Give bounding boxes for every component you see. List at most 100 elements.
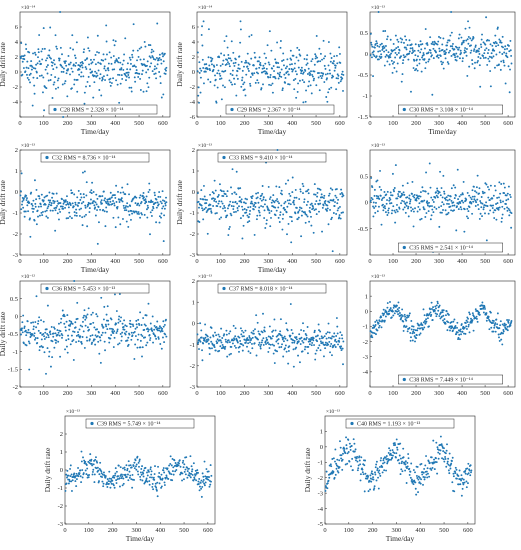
data-point xyxy=(23,210,26,213)
data-point xyxy=(390,316,393,319)
data-point xyxy=(497,208,500,211)
data-point xyxy=(44,331,47,334)
data-point xyxy=(268,343,271,346)
data-point xyxy=(137,55,140,58)
data-point xyxy=(453,209,455,212)
data-point xyxy=(479,57,482,60)
data-point xyxy=(47,205,50,208)
data-point xyxy=(380,199,383,201)
data-point xyxy=(363,490,366,493)
data-point xyxy=(460,43,463,46)
data-point xyxy=(374,473,377,476)
data-point xyxy=(289,303,292,305)
data-point xyxy=(142,58,145,61)
legend: C30 RMS = 3.108 × 10⁻¹⁴ xyxy=(398,104,503,115)
data-point xyxy=(233,337,235,340)
data-point xyxy=(206,335,209,338)
data-point xyxy=(153,73,156,76)
data-point xyxy=(498,38,501,41)
data-point xyxy=(454,194,457,197)
data-point xyxy=(147,206,150,209)
data-point xyxy=(349,448,352,451)
data-point xyxy=(98,89,101,91)
data-point xyxy=(340,454,343,457)
data-point xyxy=(231,342,234,345)
data-point xyxy=(374,205,377,208)
data-point xyxy=(326,487,329,490)
data-point xyxy=(462,481,464,484)
data-point xyxy=(505,52,508,55)
data-point xyxy=(509,193,511,196)
data-point xyxy=(493,184,496,187)
data-point xyxy=(297,59,300,62)
data-point xyxy=(341,77,344,80)
data-point xyxy=(105,40,108,43)
data-point xyxy=(223,86,226,89)
data-point xyxy=(337,471,340,474)
data-point xyxy=(305,336,308,339)
data-point xyxy=(110,482,113,485)
data-point xyxy=(406,196,409,199)
data-point xyxy=(131,56,134,59)
data-point xyxy=(326,72,329,75)
data-point xyxy=(246,65,249,68)
data-point xyxy=(478,52,481,55)
data-point xyxy=(115,79,118,82)
data-point xyxy=(80,75,83,78)
data-point xyxy=(422,483,424,486)
data-point xyxy=(504,45,507,48)
data-point xyxy=(481,215,483,218)
data-point xyxy=(442,67,445,70)
data-point xyxy=(486,52,489,55)
data-point xyxy=(101,323,103,326)
data-point xyxy=(247,70,250,72)
data-point xyxy=(80,341,83,344)
data-point xyxy=(464,469,467,472)
data-point xyxy=(317,76,320,79)
data-point xyxy=(165,476,168,479)
data-point xyxy=(436,187,439,190)
data-point xyxy=(325,96,328,98)
data-point xyxy=(501,205,504,208)
data-point xyxy=(426,204,429,207)
data-point xyxy=(92,321,95,324)
data-point xyxy=(85,336,88,339)
data-point xyxy=(502,329,505,331)
data-point xyxy=(400,462,403,465)
data-point xyxy=(89,68,92,71)
data-point xyxy=(203,460,206,463)
legend: C40 RMS = 1.193 × 10⁻¹³ xyxy=(345,418,455,429)
data-point xyxy=(110,318,113,321)
data-point xyxy=(122,477,125,480)
data-point xyxy=(262,343,265,346)
data-point xyxy=(124,324,127,327)
data-point xyxy=(174,470,177,473)
data-point xyxy=(339,440,341,443)
data-point xyxy=(145,90,148,93)
data-point xyxy=(376,44,379,47)
y-tick-label: -1 xyxy=(58,485,63,492)
data-point xyxy=(255,192,258,195)
y-tick-label: -2 xyxy=(363,339,368,346)
data-point xyxy=(494,189,497,192)
y-tick-label: -3 xyxy=(190,252,195,259)
scatter-series xyxy=(196,20,345,104)
data-point xyxy=(282,52,285,55)
data-point xyxy=(395,208,398,211)
data-point xyxy=(98,77,101,80)
data-point xyxy=(101,480,104,483)
data-point xyxy=(302,192,304,195)
data-point xyxy=(96,466,99,469)
data-point xyxy=(115,482,118,484)
data-point xyxy=(69,464,72,467)
data-point xyxy=(120,67,123,70)
data-point xyxy=(466,191,469,194)
data-point xyxy=(416,69,419,72)
data-point xyxy=(467,482,469,485)
data-point xyxy=(199,485,201,488)
data-point xyxy=(90,189,93,192)
y-tick-label: -0.5 xyxy=(358,226,368,233)
data-point xyxy=(392,205,395,208)
data-point xyxy=(457,37,460,40)
data-point xyxy=(331,216,333,219)
